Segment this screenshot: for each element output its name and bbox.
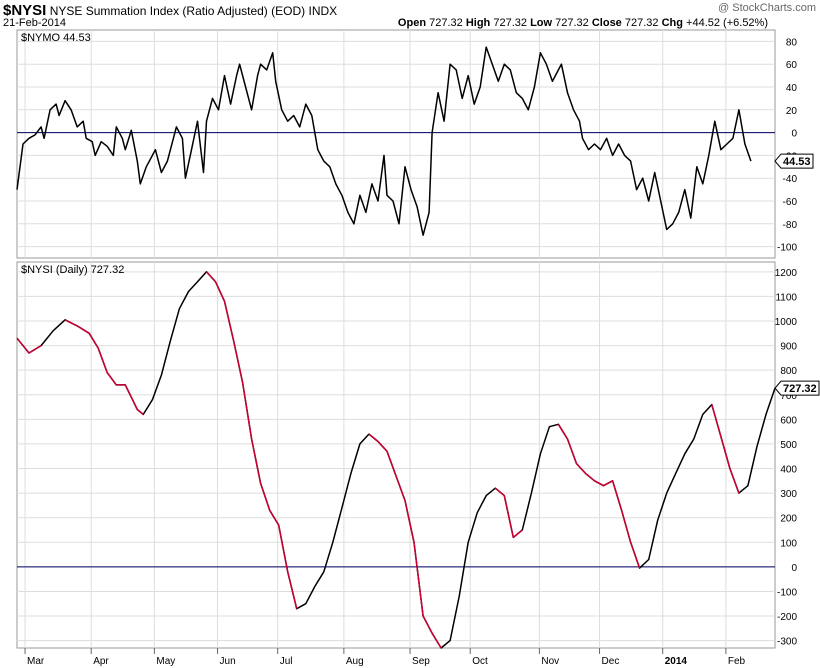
nysi-y-tick-label: -300 xyxy=(777,637,797,648)
chg-label: Chg xyxy=(661,17,683,29)
nysi-panel-label: $NYSI (Daily) 727.32 xyxy=(21,264,124,276)
x-axis-label: Jul xyxy=(280,656,293,667)
nysi-y-tick-label: 200 xyxy=(780,514,797,525)
nysi-y-tick-label: 1000 xyxy=(775,317,798,328)
high-label: High xyxy=(465,17,491,29)
nymo-y-tick-label: 60 xyxy=(786,60,798,71)
nysi-declining-segment xyxy=(494,487,523,539)
nysi-last-value-label: 727.32 xyxy=(783,383,817,395)
nysi-last-value-tag xyxy=(774,380,820,396)
nysi-y-tick-label: 0 xyxy=(791,563,797,574)
low-value: 727.32 xyxy=(555,17,589,29)
x-axis-label: Mar xyxy=(27,656,45,667)
nysi-panel-frame xyxy=(16,261,776,649)
watermark: @ StockCharts.com xyxy=(718,2,816,14)
exchange: INDX xyxy=(308,4,338,18)
nymo-last-value-label: 44.53 xyxy=(783,156,811,168)
nymo-y-tick-label: 0 xyxy=(791,129,797,140)
nysi-declining-segment xyxy=(711,404,740,494)
chart-title: $NYSI NYSE Summation Index (Ratio Adjust… xyxy=(3,2,337,19)
nysi-y-tick-label: -100 xyxy=(777,587,797,598)
nysi-y-tick-label: 1100 xyxy=(775,292,797,303)
nysi-y-tick-label: 1200 xyxy=(775,268,798,279)
nysi-declining-segment xyxy=(64,319,144,415)
nysi-y-tick-label: 900 xyxy=(780,342,797,353)
nysi-declining-segment xyxy=(368,433,442,649)
x-axis-label: Oct xyxy=(472,656,488,667)
x-axis-label: Jun xyxy=(220,656,236,667)
nysi-y-tick-label: 500 xyxy=(780,440,797,451)
x-axis-label: 2014 xyxy=(665,656,688,667)
nymo-series-line xyxy=(16,46,752,236)
nysi-declining-segment xyxy=(16,337,42,354)
x-axis-label: Nov xyxy=(541,656,559,667)
close-label: Close xyxy=(591,17,622,29)
low-label: Low xyxy=(530,17,553,29)
x-axis-label: Dec xyxy=(602,656,620,667)
close-value: 727.32 xyxy=(624,17,659,29)
nysi-y-tick-label: 700 xyxy=(780,391,797,402)
nysi-y-tick-label: 600 xyxy=(780,415,797,426)
nymo-y-tick-label: 20 xyxy=(786,106,798,117)
x-axis-label: May xyxy=(156,656,175,667)
description: NYSE Summation Index (Ratio Adjusted) (E… xyxy=(49,4,306,18)
nysi-declining-segment xyxy=(205,271,298,609)
nymo-last-value-tag xyxy=(774,153,814,169)
nymo-y-tick-label: 80 xyxy=(786,37,798,48)
symbol: $NYSI xyxy=(3,2,47,19)
quote-bar: Open 727.32 High 727.32 Low 727.32 Close… xyxy=(398,17,768,29)
nysi-y-tick-label: 100 xyxy=(780,538,797,549)
nymo-panel-frame xyxy=(16,29,776,259)
open-value: 727.32 xyxy=(429,17,463,29)
nymo-y-tick-label: -100 xyxy=(777,243,797,254)
nymo-y-tick-label: 40 xyxy=(786,83,798,94)
x-axis-label: Feb xyxy=(728,656,746,667)
high-value: 727.32 xyxy=(493,17,527,29)
nymo-y-tick-label: -80 xyxy=(783,220,798,231)
x-axis-label: Sep xyxy=(412,656,430,667)
x-axis-label: Apr xyxy=(93,656,109,667)
nysi-y-tick-label: -200 xyxy=(777,612,797,623)
date-label: 21-Feb-2014 xyxy=(3,17,66,29)
open-label: Open xyxy=(397,17,427,29)
nymo-y-tick-label: -40 xyxy=(783,174,798,185)
nysi-y-tick-label: 400 xyxy=(780,465,797,476)
nymo-y-tick-label: -60 xyxy=(783,197,798,208)
nysi-declining-segment xyxy=(557,423,641,569)
x-axis-label: Aug xyxy=(346,656,364,667)
nysi-y-tick-label: 300 xyxy=(780,489,797,500)
nymo-panel-label: $NYMO 44.53 xyxy=(21,32,91,44)
chg-value: +44.52 (+6.52%) xyxy=(686,17,768,29)
nysi-y-tick-label: 800 xyxy=(780,366,797,377)
